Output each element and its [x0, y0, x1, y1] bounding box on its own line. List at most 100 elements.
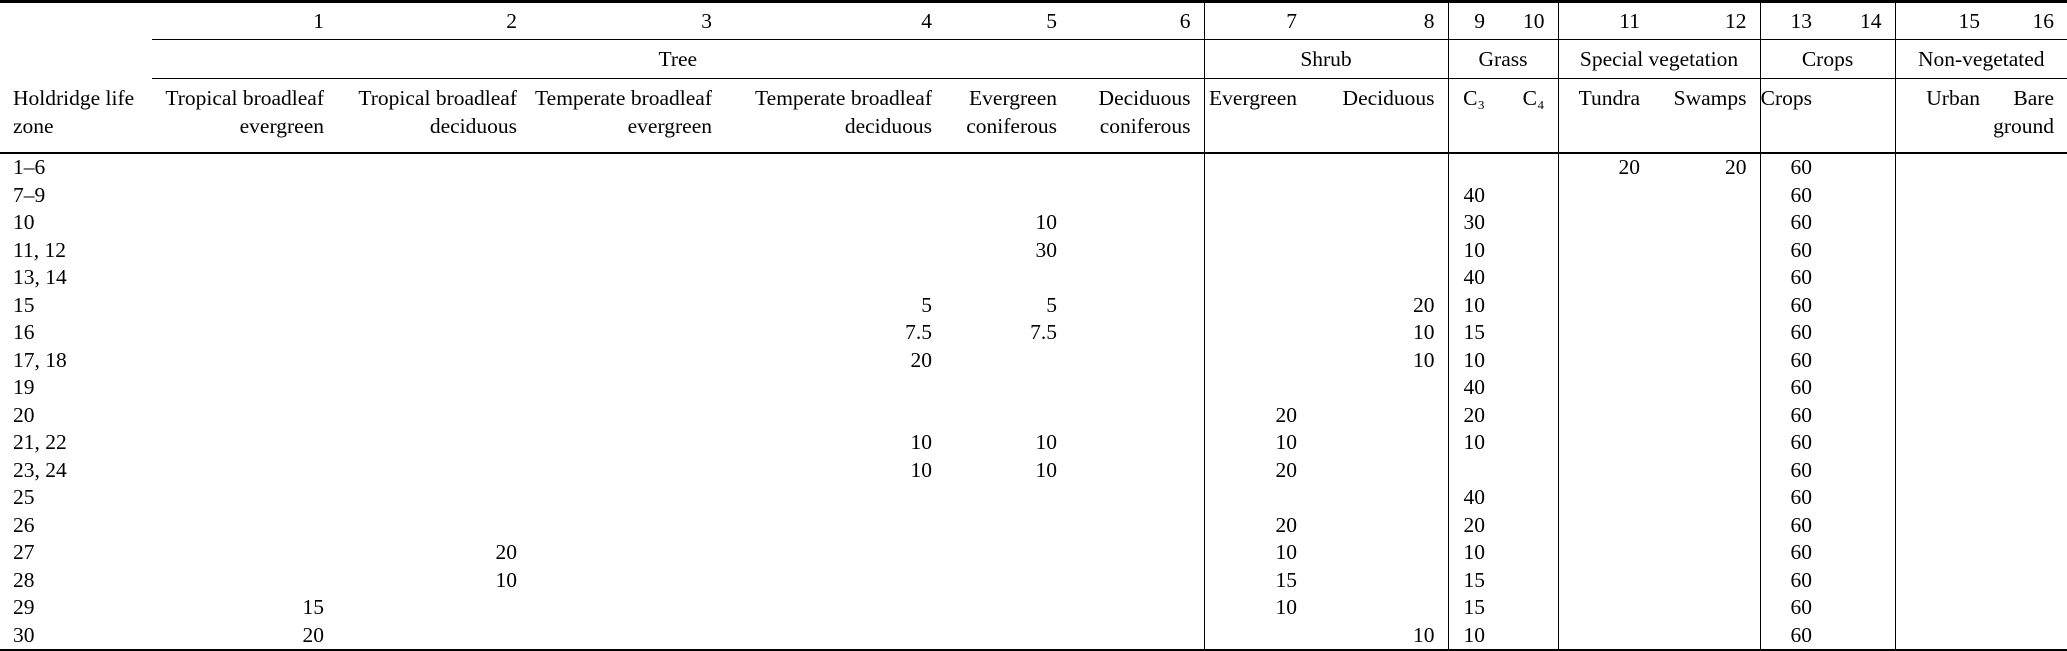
value-cell	[1558, 621, 1653, 651]
value-cell	[725, 153, 945, 182]
value-cell	[530, 539, 725, 567]
value-cell: 10	[1310, 621, 1449, 651]
value-cell: 5	[921, 292, 932, 317]
value-cell: 60	[1760, 621, 1825, 651]
value-cell: 20	[1310, 291, 1449, 319]
value-cell	[725, 264, 945, 292]
value-cell: 60	[1790, 210, 1813, 234]
value-cell: 40	[1463, 265, 1486, 289]
value-cell	[1993, 209, 2067, 237]
group-label: Special vegetation	[1558, 39, 1761, 79]
value-cell	[1498, 484, 1559, 512]
group-header-row: Tree Shrub Grass Special vegetation Crops Non…	[0, 39, 2067, 79]
value-cell	[530, 347, 725, 375]
corner-cell	[0, 2, 152, 40]
value-cell	[1498, 181, 1559, 209]
value-cell	[1310, 209, 1449, 237]
table-row: 30 20 10 10 60	[0, 621, 2067, 651]
column-number: 7	[1204, 1, 1310, 40]
value-cell	[337, 621, 530, 651]
column-name: Deciduous	[1310, 78, 1449, 154]
value-cell	[1070, 566, 1205, 594]
table-row: 1–6 20 20 60	[0, 153, 2067, 182]
value-cell	[1895, 484, 1993, 512]
value-cell: 60	[1790, 182, 1813, 207]
value-cell	[1070, 429, 1205, 457]
value-cell: 20	[1653, 153, 1761, 182]
value-cell	[1498, 209, 1559, 237]
value-cell	[1498, 401, 1559, 429]
value-cell	[1993, 539, 2067, 567]
zone-label: 19	[13, 375, 35, 399]
value-cell	[1204, 182, 1310, 210]
zone-label: 1–6	[13, 155, 46, 179]
value-cell	[1498, 429, 1559, 457]
value-cell	[1653, 264, 1761, 292]
value-cell: 60	[1790, 320, 1813, 344]
row-label-header: Holdridge life zone	[0, 78, 152, 154]
value-cell	[1653, 319, 1761, 347]
value-cell	[337, 319, 530, 347]
value-cell	[1498, 153, 1559, 182]
value-cell	[1558, 402, 1653, 430]
value-cell	[337, 209, 530, 237]
zone-label: 17, 18	[13, 347, 67, 372]
value-cell	[1558, 264, 1653, 292]
value-cell	[152, 237, 337, 265]
value-cell	[1498, 264, 1559, 292]
value-cell	[1204, 319, 1310, 347]
value-cell: 15	[1463, 595, 1486, 619]
value-cell	[152, 374, 337, 402]
value-cell: 60	[1790, 430, 1813, 454]
value-cell	[1310, 153, 1449, 182]
column-name: Tropical broadleaf deciduous	[337, 78, 530, 154]
value-cell	[337, 374, 530, 402]
value-cell	[1558, 319, 1653, 347]
value-cell	[152, 402, 337, 430]
value-cell: 60	[1790, 402, 1813, 427]
value-cell	[1653, 401, 1761, 429]
value-cell	[1825, 511, 1896, 539]
table-row: 20 20 20 60	[0, 401, 2067, 430]
value-cell	[1825, 153, 1896, 182]
value-cell	[1498, 621, 1559, 651]
value-cell	[1825, 401, 1896, 429]
value-cell	[1895, 402, 1993, 430]
value-cell	[1993, 264, 2067, 292]
value-cell	[1993, 567, 2067, 595]
value-cell	[1070, 319, 1205, 347]
value-cell	[1825, 209, 1896, 237]
value-cell: 10	[1463, 430, 1486, 454]
value-cell	[1070, 374, 1205, 402]
value-cell	[1498, 566, 1559, 594]
value-cell	[1558, 512, 1653, 540]
value-cell	[725, 539, 945, 567]
column-number: 3	[530, 1, 725, 40]
value-cell	[1498, 236, 1559, 264]
value-cell: 10	[1310, 319, 1449, 347]
value-cell	[1310, 264, 1449, 292]
value-cell: 60	[1790, 375, 1813, 399]
value-cell	[725, 621, 945, 651]
value-cell	[337, 264, 530, 292]
value-cell	[725, 182, 945, 210]
value-cell	[1653, 511, 1761, 539]
value-cell	[1653, 621, 1761, 651]
value-cell	[1993, 374, 2067, 402]
value-cell: 5	[1046, 292, 1057, 317]
value-cell	[1653, 484, 1761, 512]
value-cell: 40	[1463, 485, 1486, 509]
value-cell	[337, 429, 530, 457]
value-cell	[1993, 429, 2067, 457]
value-cell: 60	[1790, 292, 1813, 317]
table-body: 1–6 20 20 60 7–9 40 60 10 10 30 60 11, 12 30 10 60 13, …	[0, 153, 2067, 651]
value-cell	[152, 264, 337, 292]
value-cell	[152, 347, 337, 375]
value-cell	[1498, 291, 1559, 319]
value-cell	[725, 402, 945, 430]
value-cell	[1204, 374, 1310, 402]
value-cell	[1310, 401, 1449, 429]
value-cell: 40	[1463, 182, 1486, 207]
value-cell	[1498, 511, 1559, 539]
